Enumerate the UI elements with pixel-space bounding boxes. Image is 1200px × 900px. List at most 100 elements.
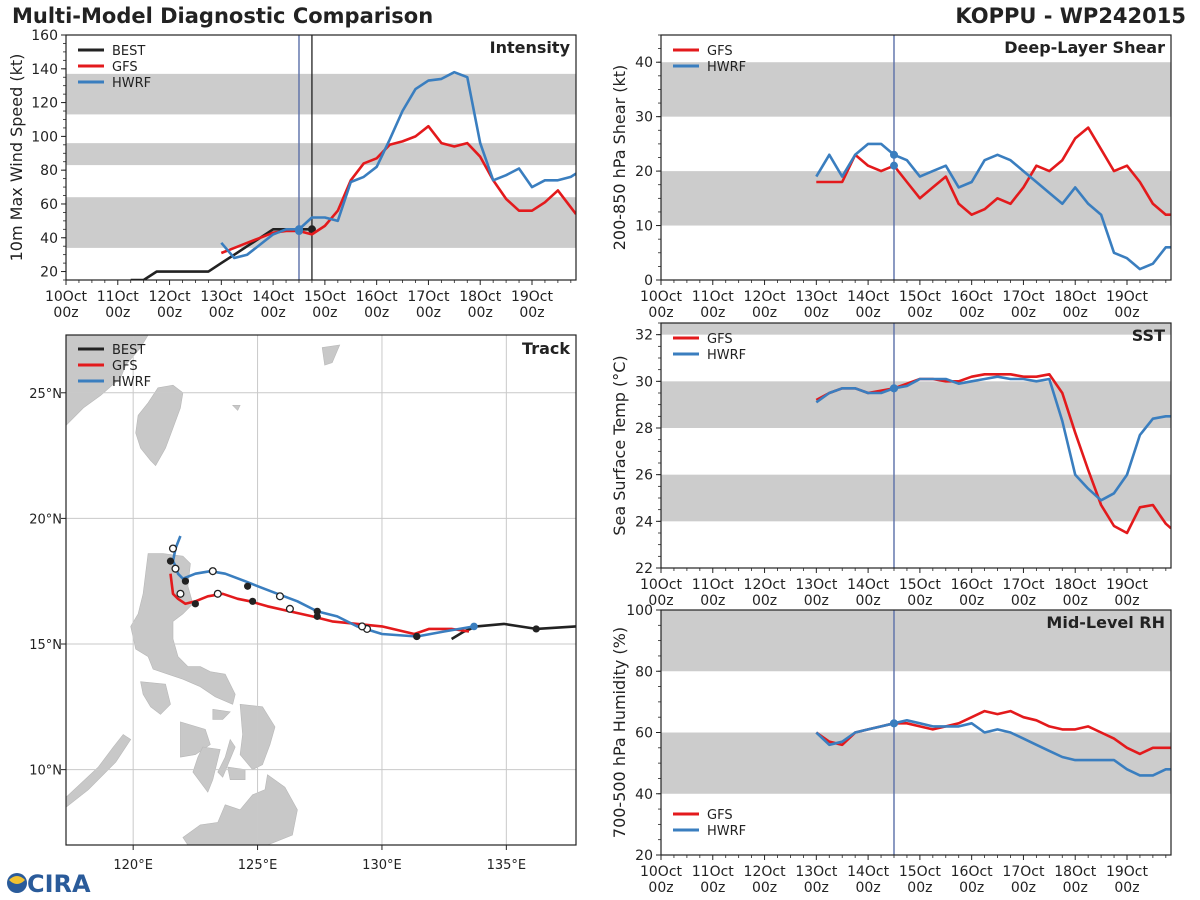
figure-title: Multi-Model Diagnostic Comparison [12,4,434,28]
intensity-xtick-day: 14Oct [252,289,295,305]
intensity-ytick-label: 100 [31,129,58,145]
track-xtick-label: 135°E [487,858,527,873]
track-panel: 120°E 125°E 130°E 135°E 10°N 15°N 20°N 25°N Trac… [29,334,577,873]
shear-xtick-day: 12Oct [744,289,787,305]
intensity-xtick-day: 15Oct [304,289,347,305]
intensity-ytick-label: 40 [40,231,58,247]
track-marker-filled [532,625,540,633]
sst-xtick-day: 13Oct [795,577,838,593]
sst-xtick-hour: 00z [1114,593,1139,609]
intensity-xtick-hour: 00z [364,305,389,321]
rh-xtick-hour: 00z [1011,880,1036,896]
shear-xtick-hour: 00z [856,305,881,321]
shear-band-1 [661,62,1171,117]
shear-series-gfs [816,126,1171,216]
rh-xtick-hour: 00z [1063,880,1088,896]
shear-xtick-hour: 00z [907,305,932,321]
sst-now-marker-hwrf [889,384,898,393]
intensity-ytick-label: 140 [31,62,58,78]
track-ytick-label: 10°N [29,764,62,779]
intensity-best-marker-1 [307,225,316,234]
track-marker-filled [191,600,199,608]
track-title: Track [522,339,570,358]
sst-xtick-hour: 00z [1011,593,1036,609]
track-xtick-label: 130°E [362,858,402,873]
land-china-coast [66,335,149,426]
intensity-ytick-label: 60 [40,197,58,213]
shear-xtick-day: 19Oct [1106,289,1149,305]
shear-xtick-day: 14Oct [847,289,890,305]
sst-xtick-hour: 00z [907,593,932,609]
rh-xtick-hour: 00z [752,880,777,896]
sst-xtick-hour: 00z [752,593,777,609]
sst-xtick-day: 12Oct [744,577,787,593]
intensity-xtick-hour: 00z [157,305,182,321]
rh-xtick-day: 18Oct [1054,864,1097,880]
intensity-band-2 [66,73,576,115]
shear-xtick-day: 13Oct [795,289,838,305]
shear-xtick-day: 11Oct [692,289,735,305]
sst-ytick-label: 28 [635,421,653,437]
shear-xtick-hour: 00z [752,305,777,321]
shear-now-marker-gfs [889,161,898,170]
track-frame [65,334,577,846]
sst-ytick-label: 32 [635,328,653,344]
land-cebu [217,738,236,778]
shear-ytick-label: 30 [635,110,653,126]
sst-title: SST [1132,326,1165,345]
rh-xtick-day: 16Oct [951,864,994,880]
rh-xtick-hour: 00z [856,880,881,896]
cira-logo-swoosh [9,876,25,884]
shear-ytick-label: 20 [635,164,653,180]
track-marker-filled [313,612,321,620]
shear-ytick-label: 40 [635,55,653,71]
intensity-ytick-label: 80 [40,163,58,179]
sst-xtick-hour: 00z [804,593,829,609]
rh-xtick-day: 15Oct [899,864,942,880]
land-palawan [66,734,132,808]
rh-legend-label-hwrf: HWRF [707,824,746,839]
track-marker-filled [413,632,421,641]
intensity-legend-label-hwrf: HWRF [112,76,151,91]
shear-xtick-day: 16Oct [951,289,994,305]
shear-xtick-day: 10Oct [640,289,683,305]
track-marker-open [208,567,217,576]
track-marker-filled [313,607,321,615]
shear-xtick-hour: 00z [1063,305,1088,321]
intensity-band-1 [66,143,576,166]
shear-xtick-day: 18Oct [1054,289,1097,305]
intensity-xtick-day: 17Oct [407,289,450,305]
sst-xtick-hour: 00z [1063,593,1088,609]
track-marker-open [357,622,367,631]
sst-xtick-day: 15Oct [899,577,942,593]
intensity-xtick-day: 11Oct [97,289,140,305]
sst-ytick-label: 30 [635,374,653,390]
shear-legend-label-hwrf: HWRF [707,60,746,75]
intensity-xtick-hour: 00z [468,305,493,321]
shear-now-marker-hwrf [889,150,898,159]
intensity-now-marker-hwrf [294,225,303,234]
sst-series-gfs [815,372,1171,535]
track-marker-filled [181,577,190,585]
track-ytick-label: 20°N [29,512,62,527]
land-ryukyu-2 [231,405,241,411]
land-luzon [130,553,236,705]
land-mindoro [140,681,171,715]
track-marker-open [213,589,222,598]
cira-logo: CIRA [7,870,91,898]
rh-band-1 [661,610,1171,672]
shear-xtick-day: 17Oct [1002,289,1045,305]
shear-xtick-hour: 00z [700,305,725,321]
rh-xtick-hour: 00z [959,880,984,896]
rh-xtick-day: 11Oct [692,864,735,880]
track-marker-open [168,544,178,553]
intensity-series-best [130,228,312,280]
sst-ytick-label: 24 [635,514,653,530]
intensity-xtick-hour: 00z [312,305,337,321]
sst-band-2 [661,323,1171,335]
track-series-best [450,622,576,641]
sst-ytick-label: 22 [635,561,653,577]
intensity-xtick-day: 13Oct [200,289,243,305]
rh-now-marker-hwrf [889,719,898,728]
